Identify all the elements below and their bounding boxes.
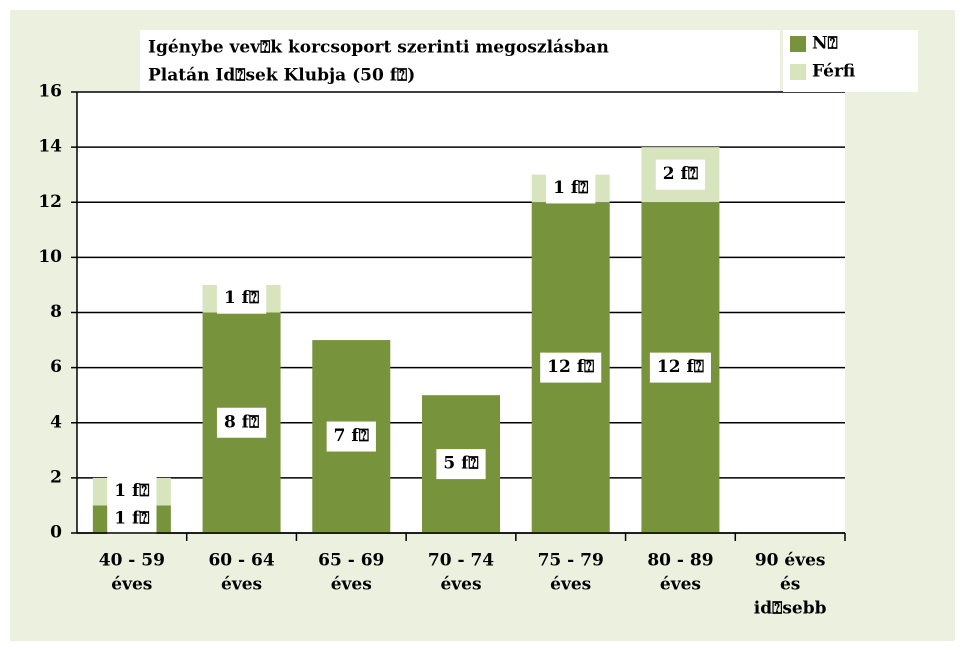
x-tick-label: 65 - 69 [318,551,384,571]
x-tick-label: és [780,575,800,595]
chart-title: Igénybe vev⍰k korcsoport szerinti megosz… [148,38,609,58]
value-label-box [649,352,711,383]
value-label-box [107,476,157,507]
x-tick-label: 80 - 89 [647,551,713,571]
y-tick-label: 2 [50,467,62,487]
value-label: 5 f⍰ [443,454,478,474]
value-label: 2 f⍰ [663,164,698,184]
x-tick-label: éves [550,575,591,595]
value-label-box [655,159,706,190]
y-tick-label: 8 [50,302,62,322]
x-tick-label: 70 - 74 [428,551,494,571]
chart-subtitle: Platán Id⍰sek Klubja (50 f⍰) [148,66,415,86]
x-tick-label: éves [660,575,701,595]
value-label: 7 f⍰ [334,426,369,446]
value-label: 1 f⍰ [114,509,149,529]
value-label: 1 f⍰ [114,481,149,501]
legend-label: N⍰ [812,34,838,54]
value-label: 12 f⍰ [547,357,594,377]
y-tick-label: 10 [38,247,62,267]
x-tick-label: 40 - 59 [99,551,165,571]
y-tick-label: 14 [38,137,62,157]
value-label-box [216,283,267,314]
y-tick-label: 6 [50,357,62,377]
x-tick-label: 90 éves [755,551,826,571]
x-tick-label: éves [440,575,481,595]
x-tick-label: éves [221,575,262,595]
value-label-box [436,449,486,480]
y-tick-label: 4 [50,412,62,432]
value-label-box [326,421,376,452]
y-tick-label: 12 [38,192,62,212]
y-tick-label: 16 [38,82,62,102]
legend-label: Férfi [812,62,855,82]
value-label: 1 f⍰ [224,288,259,308]
x-tick-label: éves [331,575,372,595]
x-tick-label: éves [111,575,152,595]
x-tick-label: 60 - 64 [208,551,274,571]
value-label-box [216,407,267,438]
y-tick-label: 0 [50,523,62,543]
value-label-box [107,504,157,535]
value-label: 1 f⍰ [553,178,588,198]
x-tick-label: 75 - 79 [538,551,604,571]
value-label: 8 f⍰ [224,412,259,432]
title-box [140,30,780,94]
legend-swatch [790,36,806,52]
x-tick-label: id⍰sebb [754,599,827,619]
value-label: 12 f⍰ [657,357,704,377]
value-label-box [540,352,602,383]
legend-swatch [790,64,806,80]
value-label-box [546,173,596,204]
